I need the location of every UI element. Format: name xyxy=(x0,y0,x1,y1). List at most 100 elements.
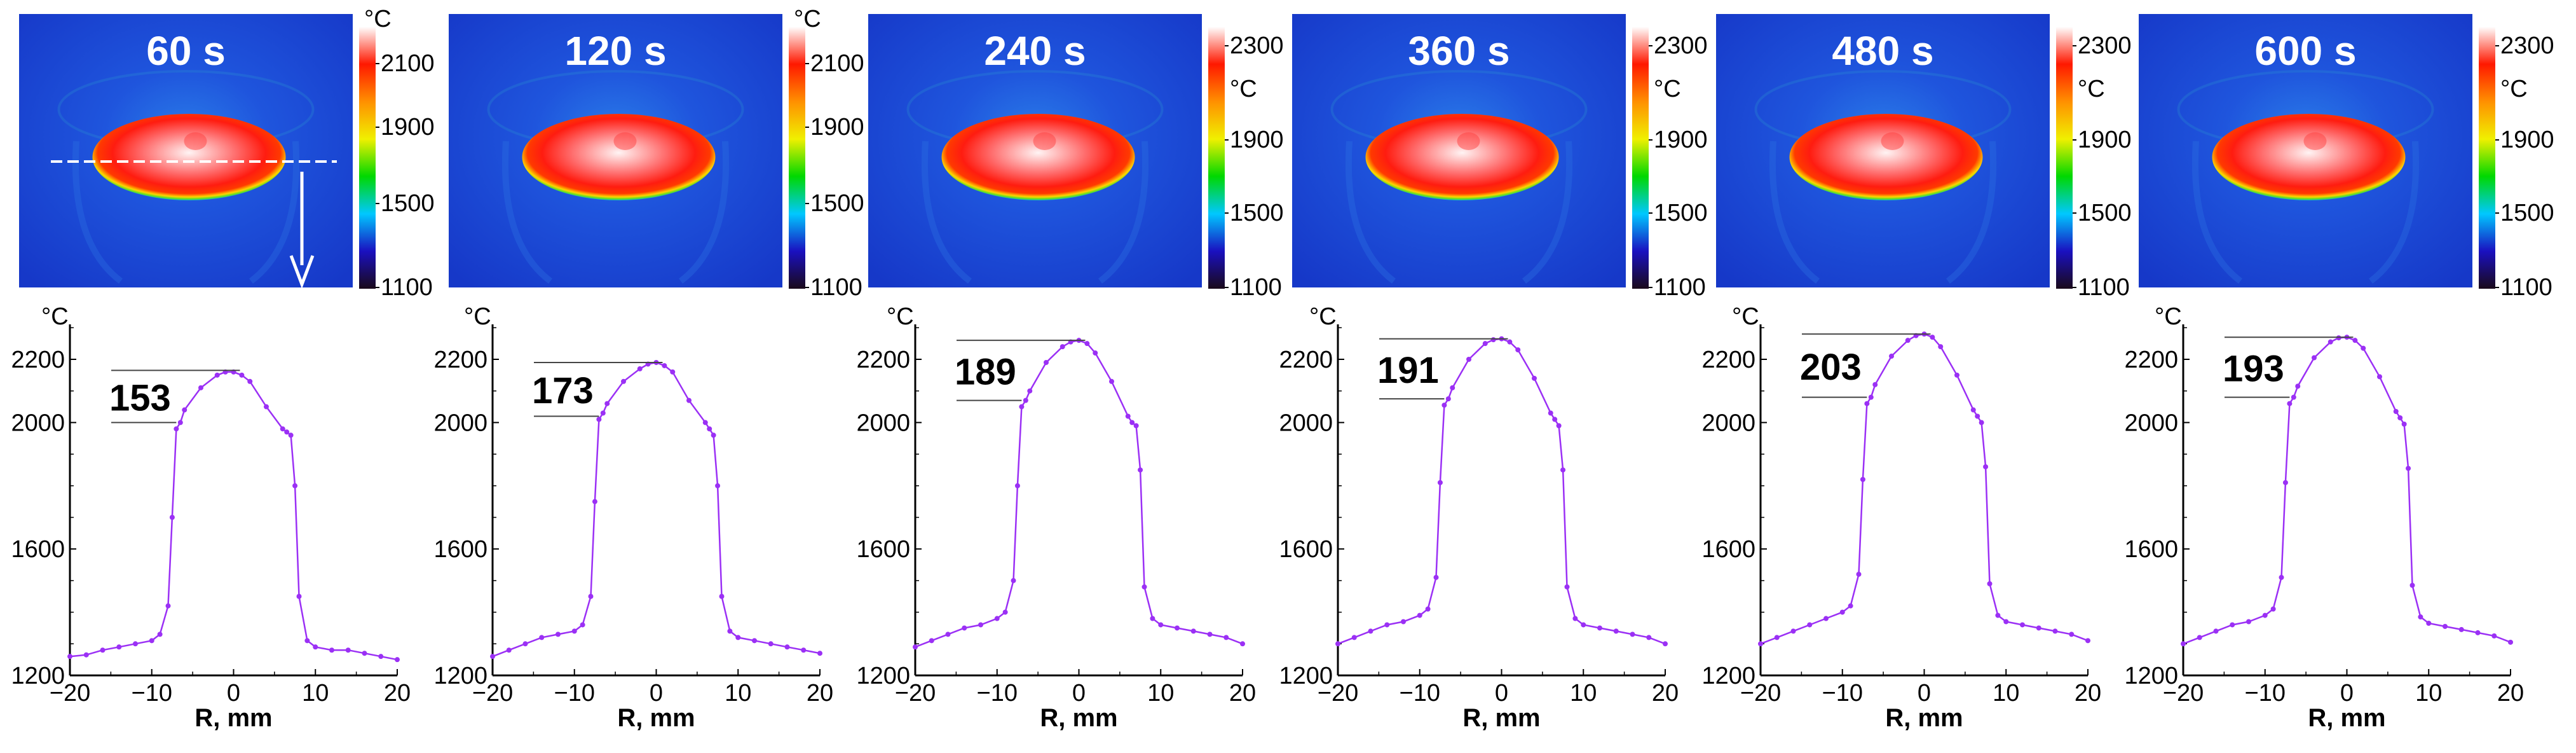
data-point xyxy=(284,429,290,435)
thermal-wall-left xyxy=(1345,141,1396,284)
data-point xyxy=(2270,606,2276,612)
data-point xyxy=(1141,584,1147,590)
data-point xyxy=(264,404,269,410)
annotation-label: 189 xyxy=(955,351,1016,392)
colorbar xyxy=(789,27,805,289)
profile-chart: 1200 1600 2000 2200 −20 −10 0 10 20 °C R, mm 153 xyxy=(11,303,411,732)
data-point xyxy=(1564,584,1570,590)
data-point xyxy=(1860,476,1865,482)
data-point xyxy=(1774,635,1780,640)
annotation-label: 153 xyxy=(109,377,171,418)
time-label: 360 s xyxy=(1408,28,1509,74)
thermal-wall-right xyxy=(678,141,730,284)
data-point xyxy=(2393,409,2399,415)
data-point xyxy=(2409,583,2415,588)
y-tick-label: 2000 xyxy=(1701,410,1755,436)
data-point xyxy=(1889,354,1894,359)
data-point xyxy=(2085,638,2090,644)
data-point xyxy=(1445,396,1451,402)
hot-spot xyxy=(92,114,286,200)
data-point xyxy=(702,420,708,425)
colorbar-tick-label: 1100 xyxy=(810,274,862,301)
data-point xyxy=(1970,407,1976,413)
colorbar-tick-label: 2300 xyxy=(1654,32,1708,59)
data-point xyxy=(2406,466,2411,471)
data-point xyxy=(1019,404,1025,410)
data-point xyxy=(1823,616,1829,621)
data-point xyxy=(596,417,602,422)
data-point xyxy=(2418,614,2423,620)
data-point xyxy=(133,641,138,647)
data-point xyxy=(1014,483,1020,488)
data-point xyxy=(1490,337,1496,343)
data-point xyxy=(1335,641,1340,647)
annotation-label: 173 xyxy=(532,370,594,411)
colorbar xyxy=(1208,27,1225,289)
data-point xyxy=(280,426,285,432)
hot-spot-notch xyxy=(613,132,637,150)
data-point xyxy=(929,638,934,644)
data-point xyxy=(2230,622,2235,628)
hot-spot xyxy=(1365,114,1559,200)
data-point xyxy=(2036,625,2041,631)
data-point xyxy=(784,644,790,650)
data-point xyxy=(395,657,400,663)
data-point xyxy=(292,483,298,488)
y-tick-label: 1600 xyxy=(2124,536,2178,563)
data-point xyxy=(1044,359,1049,365)
data-point xyxy=(2246,619,2251,625)
x-tick-label: 10 xyxy=(1147,680,1174,707)
data-point xyxy=(1384,622,1390,628)
data-point xyxy=(2287,401,2293,406)
data-point xyxy=(1856,571,1862,577)
x-axis-label: R, mm xyxy=(617,704,695,732)
data-point xyxy=(1560,467,1566,473)
data-point xyxy=(1425,606,1431,612)
data-point xyxy=(1437,480,1443,485)
x-tick-label: 10 xyxy=(1570,680,1597,707)
data-point xyxy=(182,407,187,413)
x-tick-label: 0 xyxy=(650,680,663,707)
data-point xyxy=(1938,344,1944,350)
data-point xyxy=(2181,641,2186,647)
data-point xyxy=(1930,335,1935,340)
x-tick-label: −10 xyxy=(132,680,172,707)
data-point xyxy=(329,647,334,653)
data-point xyxy=(1572,616,1578,621)
thermal-wall-right xyxy=(1522,141,1573,284)
y-tick-label: 1600 xyxy=(433,536,487,563)
data-point xyxy=(2197,635,2202,640)
thermal-panel: 360 s °C 2300 1900 1500 1100 xyxy=(1292,14,1708,301)
x-axis-label: R, mm xyxy=(1885,704,1963,732)
data-point xyxy=(1548,410,1553,416)
data-point xyxy=(945,632,951,637)
thermal-wall-right xyxy=(2368,141,2420,284)
data-point xyxy=(2508,639,2513,645)
profile-chart: 1200 1600 2000 2200 −20 −10 0 10 20 °C R, mm 173 xyxy=(433,303,833,732)
y-tick-label: 2200 xyxy=(433,347,487,373)
data-point xyxy=(2475,630,2481,635)
hot-spot-notch xyxy=(1033,132,1056,150)
colorbar-tick-label: 2100 xyxy=(810,50,864,77)
y-tick-label: 1200 xyxy=(433,663,487,689)
time-label: 60 s xyxy=(146,28,226,74)
y-tick-label: 1600 xyxy=(11,536,65,563)
hot-spot xyxy=(522,114,716,200)
x-tick-label: 10 xyxy=(2415,680,2442,707)
time-label: 240 s xyxy=(984,28,1086,74)
data-point xyxy=(2397,415,2403,420)
data-point xyxy=(2312,355,2317,361)
x-tick-label: −20 xyxy=(472,680,513,707)
y-tick-label: 2000 xyxy=(856,410,910,436)
thermal-wall-right xyxy=(1098,141,1149,284)
x-tick-label: −20 xyxy=(50,680,90,707)
x-tick-label: 0 xyxy=(1495,680,1508,707)
colorbar-unit: °C xyxy=(2500,76,2528,102)
thermal-wall-left xyxy=(1769,141,1820,284)
thermal-wall-right xyxy=(1946,141,1997,284)
data-point xyxy=(288,432,294,438)
data-point xyxy=(2052,628,2058,634)
data-point xyxy=(1979,420,1984,425)
y-tick-label: 2200 xyxy=(1279,347,1333,373)
colorbar-tick-label: 1100 xyxy=(2500,274,2552,301)
